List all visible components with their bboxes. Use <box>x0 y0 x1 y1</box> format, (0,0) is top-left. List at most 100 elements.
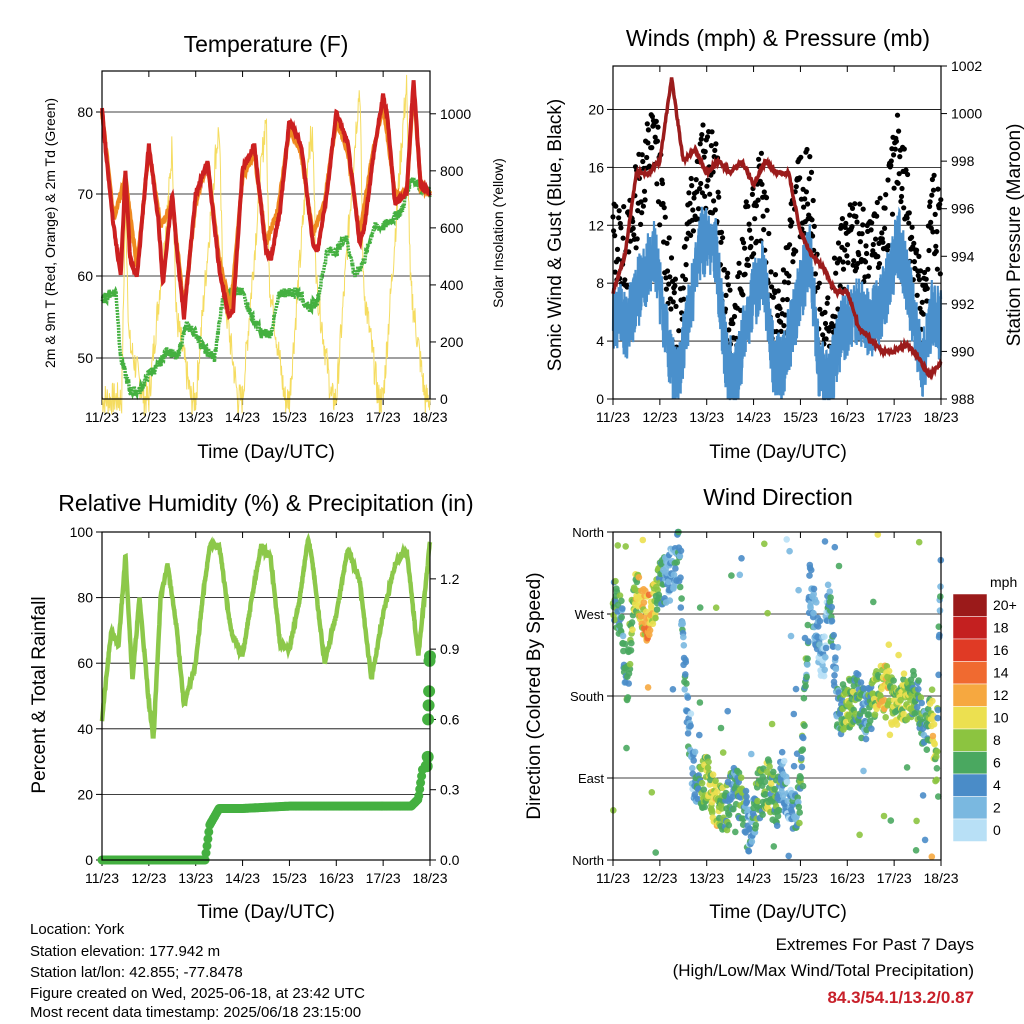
gust-point <box>654 138 661 144</box>
direction-point <box>653 606 661 613</box>
y2-tick-label: 1000 <box>440 106 471 122</box>
gust-point <box>853 213 859 220</box>
gust-point <box>664 268 671 274</box>
direction-point <box>868 725 875 733</box>
gust-point <box>874 213 880 219</box>
colorbar-label: 10 <box>993 710 1009 726</box>
y2-tick-label: 0 <box>440 391 448 407</box>
direction-point <box>666 597 674 604</box>
gust-point <box>797 175 803 181</box>
direction-point <box>806 572 813 579</box>
x-tick-label: 12/23 <box>131 409 166 425</box>
x-tick-label: 11/23 <box>596 870 630 886</box>
x-tick-label: 14/23 <box>736 870 771 886</box>
gust-point <box>616 208 622 214</box>
precip-point <box>423 685 436 698</box>
direction-point <box>810 590 817 598</box>
gust-point <box>689 183 695 189</box>
gust-point <box>914 247 920 253</box>
gust-point <box>763 195 770 201</box>
colorbar-swatch <box>952 818 988 842</box>
gust-point <box>663 275 669 281</box>
colorbar-label: 14 <box>993 665 1009 681</box>
series-relative-humidity <box>99 532 433 739</box>
gust-point <box>642 197 648 203</box>
direction-point <box>728 572 735 579</box>
direction-plot-area: North East South West North 11/23 12/23 13/23 14… <box>570 525 959 886</box>
direction-point <box>775 807 783 814</box>
gust-point <box>755 197 761 203</box>
direction-point <box>628 619 636 626</box>
colorbar-swatch <box>952 796 988 820</box>
gust-point <box>697 186 703 192</box>
direction-point <box>832 665 840 673</box>
precip-point <box>201 848 211 858</box>
gust-point <box>909 234 915 240</box>
gust-point <box>929 176 936 183</box>
y2-tick-label: 0.0 <box>440 852 460 868</box>
gust-point <box>654 181 660 187</box>
gust-point <box>662 214 668 220</box>
y-tick-label: 80 <box>77 104 93 120</box>
direction-ylabel-left: Direction (Colored By Speed) <box>524 572 545 819</box>
direction-point <box>748 838 756 845</box>
direction-point <box>677 547 685 555</box>
direction-point <box>708 809 716 816</box>
gust-point <box>901 205 907 211</box>
direction-point <box>814 633 821 641</box>
colorbar-label: 4 <box>993 777 1001 793</box>
direction-point <box>770 843 778 850</box>
y2-tick-label: 1002 <box>951 58 982 74</box>
gust-point <box>682 276 689 283</box>
gust-point <box>914 292 920 298</box>
gust-point <box>740 240 747 246</box>
gust-point <box>736 270 743 276</box>
gust-point <box>640 203 647 209</box>
colorbar-swatch <box>952 593 988 617</box>
y2-tick-label: 800 <box>440 163 464 179</box>
direction-point <box>885 667 893 675</box>
direction-point <box>814 623 822 630</box>
gust-point <box>876 261 883 267</box>
direction-point <box>870 598 877 606</box>
direction-point <box>684 730 692 737</box>
direction-point <box>797 774 805 782</box>
direction-point <box>934 706 942 714</box>
gust-point <box>866 265 873 271</box>
gust-point <box>775 288 781 294</box>
direction-point <box>628 639 635 647</box>
gust-point <box>645 140 651 146</box>
station-latlon: Station lat/lon: 42.855; -77.8478 <box>30 964 243 981</box>
y-tick-label: 40 <box>77 721 93 737</box>
gust-point <box>820 332 826 338</box>
direction-point <box>616 622 623 630</box>
gust-point <box>630 225 636 231</box>
direction-point <box>860 767 867 775</box>
colorbar-label: 12 <box>993 687 1009 703</box>
gust-point <box>904 215 910 221</box>
direction-point <box>822 644 830 652</box>
gust-point <box>884 247 891 253</box>
gust-point <box>631 232 637 238</box>
gust-point <box>921 269 928 276</box>
direction-point <box>829 643 837 650</box>
direction-point <box>648 605 655 612</box>
direction-point <box>768 780 775 787</box>
gust-point <box>874 199 880 206</box>
direction-point <box>626 665 634 673</box>
gust-point <box>712 147 718 153</box>
gust-point <box>704 134 711 140</box>
gust-point <box>935 186 941 192</box>
x-tick-label: 14/23 <box>736 409 771 425</box>
y2-tick-label: 1000 <box>951 106 982 122</box>
series-total-precipitation <box>97 650 436 865</box>
temperature-ylabel-right: Solar Insolation (Yellow) <box>490 158 506 308</box>
direction-point <box>680 633 687 641</box>
direction-point <box>624 694 632 701</box>
gust-point <box>753 203 760 209</box>
gust-point <box>690 207 696 213</box>
direction-point <box>798 763 806 771</box>
gust-point <box>892 146 898 152</box>
y-tick-label: North <box>572 525 604 540</box>
colorbar-swatch <box>952 728 988 752</box>
